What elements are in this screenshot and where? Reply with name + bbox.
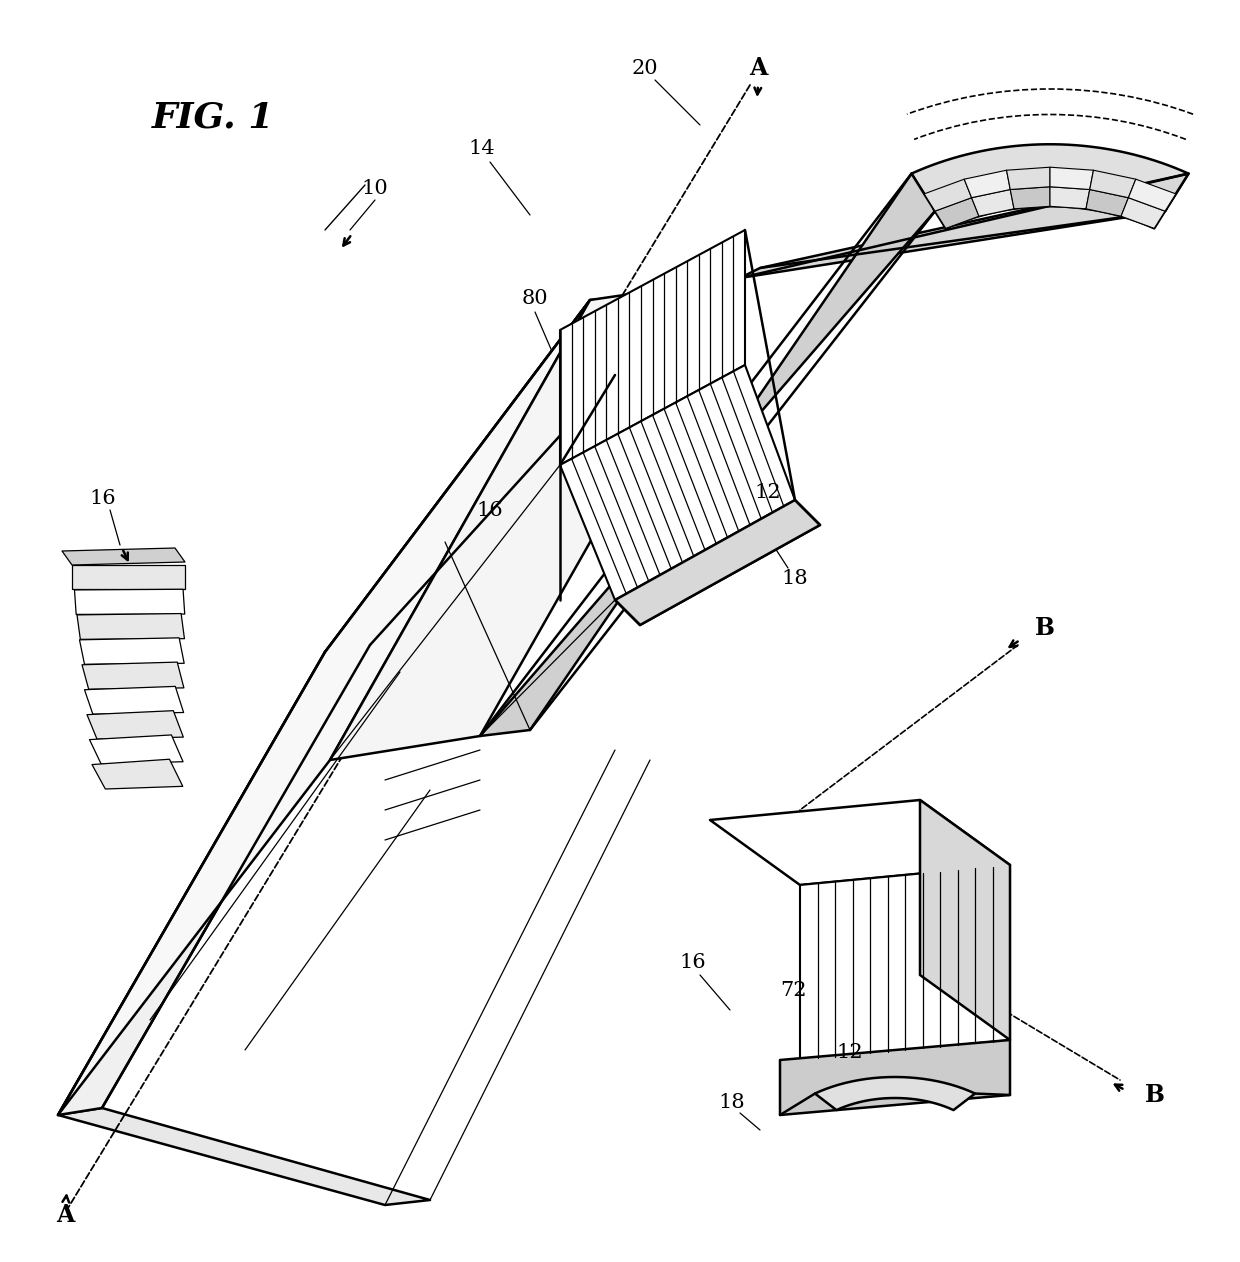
Polygon shape bbox=[560, 365, 795, 599]
Polygon shape bbox=[800, 864, 1011, 1060]
Text: 16: 16 bbox=[680, 954, 707, 973]
Polygon shape bbox=[58, 300, 590, 1116]
Text: 12: 12 bbox=[837, 1042, 863, 1061]
Polygon shape bbox=[965, 170, 1011, 198]
Polygon shape bbox=[815, 1076, 975, 1111]
Polygon shape bbox=[58, 1108, 430, 1205]
Polygon shape bbox=[92, 760, 182, 789]
Polygon shape bbox=[62, 548, 185, 565]
Polygon shape bbox=[74, 589, 185, 615]
Polygon shape bbox=[77, 613, 185, 640]
Polygon shape bbox=[711, 800, 1011, 885]
Polygon shape bbox=[740, 174, 1188, 278]
Polygon shape bbox=[935, 198, 978, 228]
Text: 18: 18 bbox=[781, 568, 808, 588]
Polygon shape bbox=[72, 565, 185, 589]
Polygon shape bbox=[330, 278, 740, 760]
Polygon shape bbox=[780, 1040, 1011, 1116]
Polygon shape bbox=[82, 663, 184, 689]
Text: B: B bbox=[1145, 1083, 1164, 1107]
Polygon shape bbox=[1090, 170, 1136, 198]
Polygon shape bbox=[1011, 187, 1050, 208]
Text: A: A bbox=[749, 56, 768, 80]
Text: A: A bbox=[56, 1203, 74, 1227]
Text: B: B bbox=[1035, 616, 1055, 640]
Text: 80: 80 bbox=[522, 289, 548, 308]
Text: 18: 18 bbox=[719, 1093, 745, 1112]
Polygon shape bbox=[325, 290, 711, 652]
Polygon shape bbox=[87, 711, 184, 740]
Polygon shape bbox=[84, 687, 184, 714]
Text: 16: 16 bbox=[89, 488, 117, 507]
Polygon shape bbox=[1050, 167, 1094, 189]
Polygon shape bbox=[911, 144, 1188, 211]
Polygon shape bbox=[1007, 167, 1050, 189]
Polygon shape bbox=[924, 179, 972, 211]
Text: 14: 14 bbox=[469, 139, 495, 158]
Polygon shape bbox=[79, 637, 185, 664]
Polygon shape bbox=[58, 645, 370, 1116]
Polygon shape bbox=[445, 278, 740, 541]
Polygon shape bbox=[325, 535, 490, 652]
Polygon shape bbox=[560, 230, 745, 464]
Polygon shape bbox=[972, 189, 1014, 216]
Polygon shape bbox=[1050, 187, 1090, 208]
Text: 16: 16 bbox=[476, 501, 503, 520]
Polygon shape bbox=[920, 800, 1011, 1040]
Polygon shape bbox=[615, 500, 820, 625]
Text: 20: 20 bbox=[631, 58, 658, 77]
Polygon shape bbox=[480, 174, 935, 736]
Text: 72: 72 bbox=[780, 981, 806, 1000]
Polygon shape bbox=[1121, 198, 1166, 228]
Text: FIG. 1: FIG. 1 bbox=[153, 101, 274, 135]
Text: 10: 10 bbox=[362, 178, 388, 197]
Polygon shape bbox=[934, 184, 1167, 228]
Polygon shape bbox=[1128, 179, 1176, 211]
Text: 12: 12 bbox=[755, 482, 781, 501]
Polygon shape bbox=[89, 734, 184, 764]
Polygon shape bbox=[445, 369, 660, 541]
Polygon shape bbox=[1086, 189, 1128, 216]
